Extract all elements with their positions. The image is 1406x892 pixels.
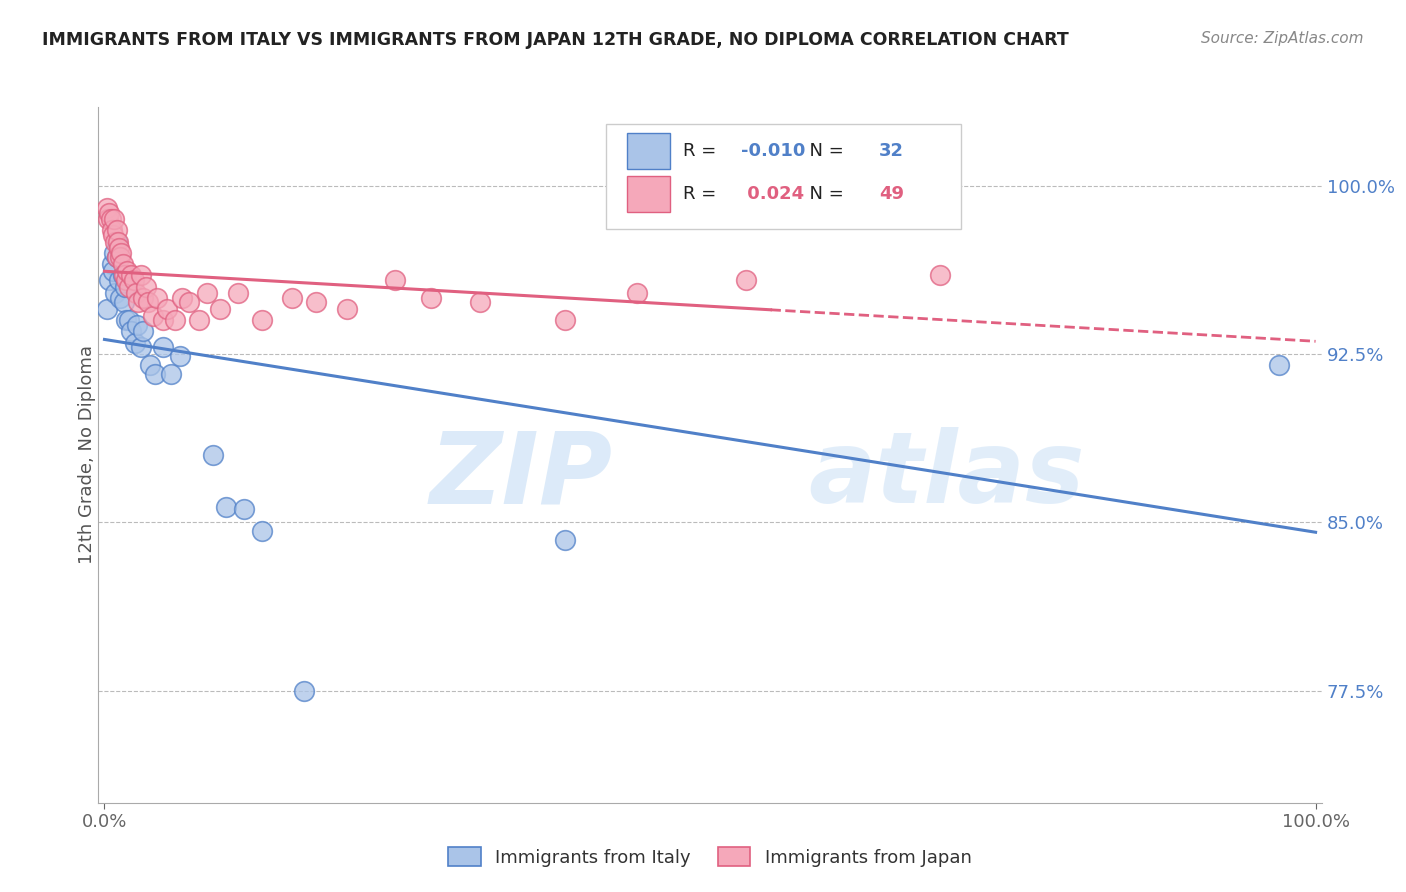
Point xyxy=(105,235,128,249)
Point xyxy=(96,301,118,316)
Point xyxy=(115,273,138,287)
Point xyxy=(214,500,236,514)
Point xyxy=(929,268,952,283)
Point xyxy=(226,286,249,301)
Point xyxy=(136,295,159,310)
Point xyxy=(160,367,183,381)
Point xyxy=(125,286,148,301)
Point xyxy=(143,367,166,381)
Point xyxy=(115,313,138,327)
Point xyxy=(1268,358,1291,372)
Point xyxy=(135,279,157,293)
Point xyxy=(129,340,152,354)
Y-axis label: 12th Grade, No Diploma: 12th Grade, No Diploma xyxy=(79,345,96,565)
Text: 32: 32 xyxy=(879,142,904,160)
Point xyxy=(336,301,359,316)
Point xyxy=(145,291,167,305)
Point xyxy=(98,273,121,287)
FancyBboxPatch shape xyxy=(627,133,669,169)
Point xyxy=(163,313,186,327)
Legend: Immigrants from Italy, Immigrants from Japan: Immigrants from Italy, Immigrants from J… xyxy=(441,840,979,874)
Text: ZIP: ZIP xyxy=(429,427,612,524)
Point xyxy=(187,313,209,327)
Point xyxy=(208,301,231,316)
Point xyxy=(139,358,162,372)
Point xyxy=(132,325,155,339)
Text: N =: N = xyxy=(799,142,849,160)
Point xyxy=(110,291,132,305)
Text: atlas: atlas xyxy=(808,427,1084,524)
Point xyxy=(97,212,120,227)
Point xyxy=(202,448,225,462)
Point xyxy=(118,313,141,327)
Point xyxy=(122,273,145,287)
Point xyxy=(132,291,155,305)
Point xyxy=(250,313,273,327)
Point xyxy=(129,268,152,283)
Text: -0.010: -0.010 xyxy=(741,142,806,160)
Point xyxy=(152,340,174,354)
Point xyxy=(118,279,141,293)
Point xyxy=(305,295,328,310)
Point xyxy=(110,251,132,265)
Point xyxy=(107,235,129,249)
Point xyxy=(292,683,315,698)
Point xyxy=(108,242,131,256)
Point xyxy=(110,246,132,260)
Point xyxy=(384,273,406,287)
Point xyxy=(104,286,127,301)
Point xyxy=(111,257,134,271)
FancyBboxPatch shape xyxy=(627,176,669,212)
Point xyxy=(104,235,127,249)
Point xyxy=(197,286,219,301)
Point xyxy=(120,268,142,283)
Point xyxy=(96,201,118,215)
Point xyxy=(105,223,128,237)
Point xyxy=(112,295,135,310)
Point xyxy=(105,251,128,265)
Point xyxy=(232,501,254,516)
Point xyxy=(112,268,135,283)
Point xyxy=(98,205,121,219)
Point xyxy=(127,318,149,332)
Point xyxy=(152,313,174,327)
Point xyxy=(108,273,131,287)
Point xyxy=(735,273,758,287)
Point xyxy=(156,301,179,316)
Point xyxy=(100,212,122,227)
Point xyxy=(179,295,201,310)
Text: IMMIGRANTS FROM ITALY VS IMMIGRANTS FROM JAPAN 12TH GRADE, NO DIPLOMA CORRELATIO: IMMIGRANTS FROM ITALY VS IMMIGRANTS FROM… xyxy=(42,31,1069,49)
Point xyxy=(105,251,128,265)
Text: Source: ZipAtlas.com: Source: ZipAtlas.com xyxy=(1201,31,1364,46)
Text: R =: R = xyxy=(683,142,723,160)
Point xyxy=(281,291,304,305)
Text: 0.024: 0.024 xyxy=(741,185,804,203)
Point xyxy=(554,533,576,548)
Point xyxy=(468,295,491,310)
Point xyxy=(170,291,193,305)
Text: R =: R = xyxy=(683,185,723,203)
Point xyxy=(554,313,576,327)
Point xyxy=(100,257,122,271)
Point xyxy=(626,286,648,301)
Point xyxy=(103,246,125,260)
Point xyxy=(101,264,124,278)
Point xyxy=(117,264,139,278)
Point xyxy=(127,295,149,310)
Point xyxy=(169,349,191,363)
Point xyxy=(142,309,165,323)
Point xyxy=(103,212,125,227)
FancyBboxPatch shape xyxy=(606,124,960,229)
Point xyxy=(101,227,124,242)
Point xyxy=(420,291,443,305)
Text: N =: N = xyxy=(799,185,849,203)
Point xyxy=(120,325,142,339)
Point xyxy=(124,335,146,350)
Point xyxy=(111,268,134,283)
Point xyxy=(250,524,273,539)
Text: 49: 49 xyxy=(879,185,904,203)
Point xyxy=(100,223,122,237)
Point xyxy=(114,279,136,293)
